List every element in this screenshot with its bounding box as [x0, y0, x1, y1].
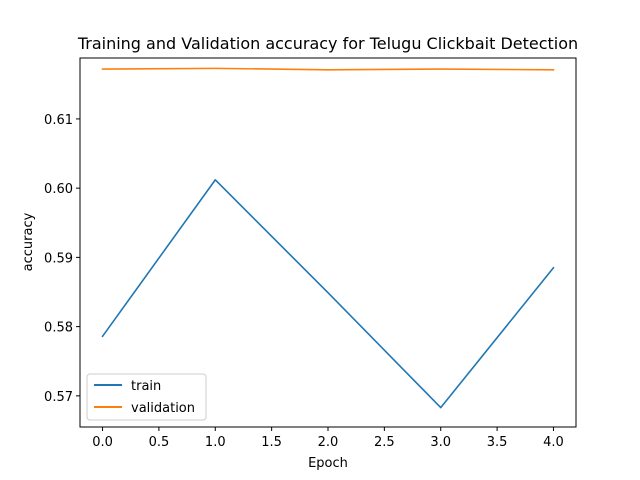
- legend-label-train: train: [131, 379, 161, 394]
- series-line-train: [101, 179, 555, 409]
- chart-title: Training and Validation accuracy for Tel…: [77, 34, 578, 53]
- x-tick-label: 1.5: [261, 435, 282, 450]
- x-tick-label: 3.5: [487, 435, 508, 450]
- y-tick-label: 0.57: [44, 390, 73, 405]
- x-axis: 0.0 0.5 1.0 1.5 2.0 2.5 3.0 3.5 4.0: [92, 427, 564, 450]
- legend: train validation: [86, 373, 207, 421]
- x-axis-label: Epoch: [308, 456, 348, 471]
- x-tick-label: 3.0: [430, 435, 451, 450]
- x-tick-label: 0.0: [92, 435, 113, 450]
- y-tick-label: 0.60: [44, 182, 73, 197]
- x-tick-label: 0.5: [149, 435, 170, 450]
- x-tick-label: 1.0: [205, 435, 226, 450]
- x-tick-label: 2.5: [374, 435, 395, 450]
- y-axis-label: accuracy: [21, 212, 36, 271]
- series-layer: [101, 67, 555, 409]
- y-tick-label: 0.58: [44, 321, 73, 336]
- legend-label-validation: validation: [131, 401, 195, 416]
- x-tick-label: 2.0: [318, 435, 339, 450]
- y-tick-label: 0.61: [44, 113, 73, 128]
- series-line-validation: [101, 67, 555, 71]
- y-axis: 0.57 0.58 0.59 0.60 0.61: [44, 113, 80, 405]
- x-tick-label: 4.0: [543, 435, 564, 450]
- y-tick-label: 0.59: [44, 251, 73, 266]
